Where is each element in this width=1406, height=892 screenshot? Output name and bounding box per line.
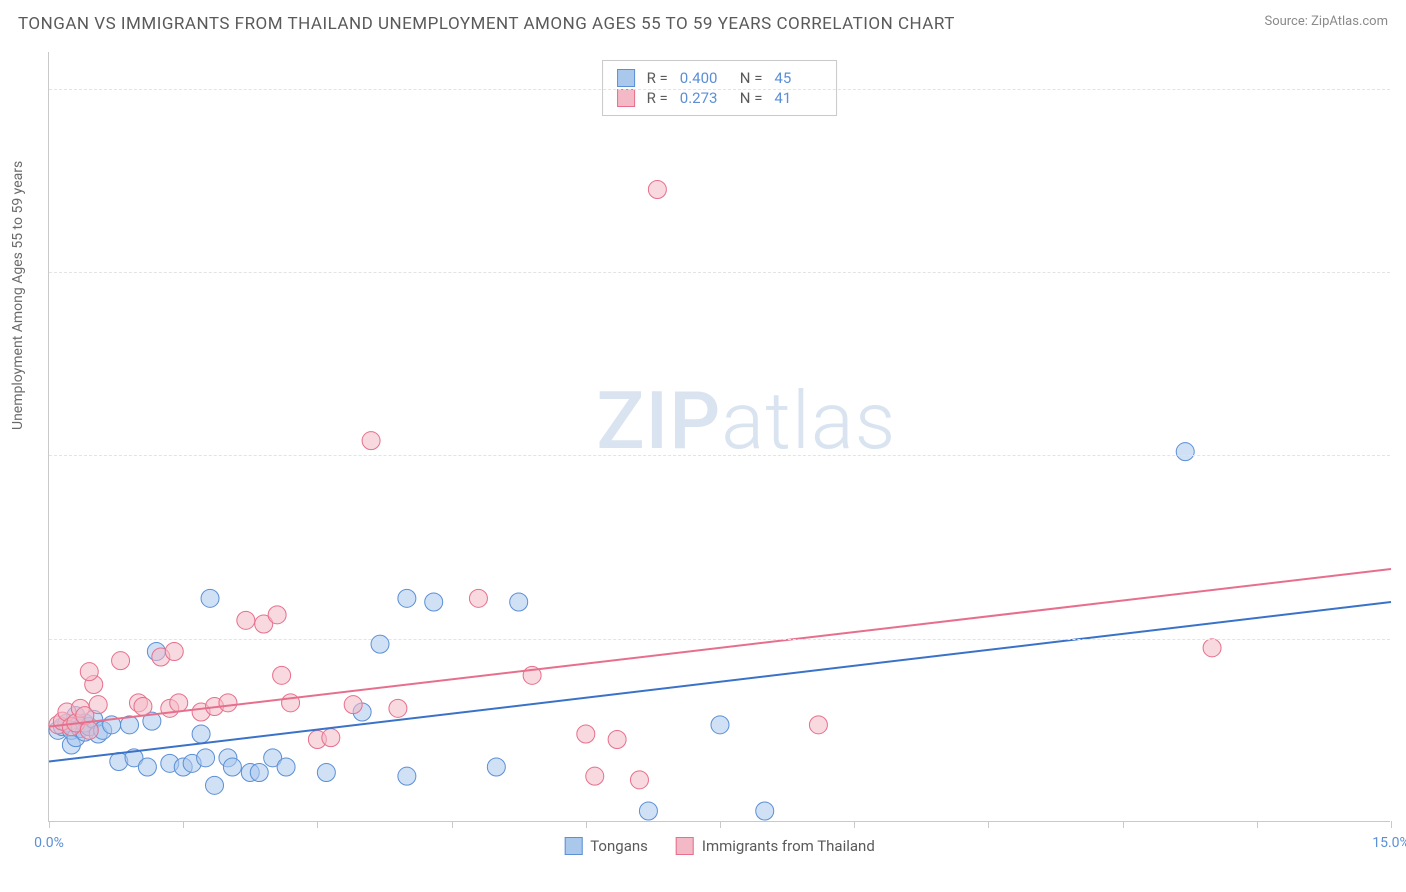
scatter-point	[206, 776, 224, 794]
chart-plot-area: ZIPatlas R = 0.400 N = 45 R = 0.273 N = …	[48, 52, 1390, 822]
trend-line	[49, 569, 1391, 727]
y-axis-label: Unemployment Among Ages 55 to 59 years	[10, 161, 26, 430]
scatter-point	[344, 696, 362, 714]
scatter-point	[201, 589, 219, 607]
scatter-point	[322, 729, 340, 747]
gridline	[49, 89, 1390, 90]
scatter-point	[170, 694, 188, 712]
scatter-point	[639, 802, 657, 820]
gridline	[49, 455, 1390, 456]
scatter-point	[197, 749, 215, 767]
xtick	[720, 821, 721, 828]
scatter-point	[809, 716, 827, 734]
xtick	[317, 821, 318, 828]
legend-swatch-icon	[564, 837, 582, 855]
xtick	[586, 821, 587, 828]
chart-title: TONGAN VS IMMIGRANTS FROM THAILAND UNEMP…	[18, 14, 955, 34]
legend-swatch-thailand	[617, 89, 635, 107]
scatter-point	[425, 593, 443, 611]
xtick	[1123, 821, 1124, 828]
scatter-point	[80, 663, 98, 681]
scatter-point	[165, 643, 183, 661]
legend-swatch-icon	[676, 837, 694, 855]
scatter-point	[487, 758, 505, 776]
scatter-point	[273, 666, 291, 684]
xtick-label: 15.0%	[1372, 835, 1406, 851]
scatter-point	[317, 764, 335, 782]
xtick-label: 0.0%	[34, 835, 64, 851]
xtick	[988, 821, 989, 828]
scatter-point	[138, 758, 156, 776]
legend-swatch-tongans	[617, 69, 635, 87]
scatter-point	[223, 758, 241, 776]
scatter-point	[398, 767, 416, 785]
scatter-point	[250, 764, 268, 782]
scatter-point	[134, 698, 152, 716]
chart-source: Source: ZipAtlas.com	[1264, 14, 1388, 29]
scatter-plot-svg	[49, 52, 1390, 821]
xtick	[183, 821, 184, 828]
chart-header: TONGAN VS IMMIGRANTS FROM THAILAND UNEMP…	[0, 0, 1406, 44]
scatter-point	[282, 694, 300, 712]
scatter-point	[362, 432, 380, 450]
legend-row-thailand: R = 0.273 N = 41	[617, 89, 823, 107]
scatter-point	[1203, 639, 1221, 657]
scatter-point	[398, 589, 416, 607]
legend-item-tongans: Tongans	[564, 837, 648, 855]
scatter-point	[711, 716, 729, 734]
legend-row-tongans: R = 0.400 N = 45	[617, 69, 823, 87]
series-legend: Tongans Immigrants from Thailand	[564, 837, 875, 855]
gridline	[49, 272, 1390, 273]
scatter-point	[577, 725, 595, 743]
scatter-point	[648, 181, 666, 199]
scatter-point	[1176, 443, 1194, 461]
scatter-point	[219, 694, 237, 712]
scatter-point	[630, 771, 648, 789]
scatter-point	[237, 611, 255, 629]
legend-item-thailand: Immigrants from Thailand	[676, 837, 875, 855]
scatter-point	[277, 758, 295, 776]
scatter-point	[608, 731, 626, 749]
xtick	[1391, 821, 1392, 828]
xtick	[49, 821, 50, 828]
xtick	[854, 821, 855, 828]
xtick	[452, 821, 453, 828]
scatter-point	[389, 699, 407, 717]
scatter-point	[510, 593, 528, 611]
scatter-point	[89, 696, 107, 714]
scatter-point	[112, 652, 130, 670]
xtick	[1257, 821, 1258, 828]
gridline	[49, 639, 1390, 640]
scatter-point	[268, 606, 286, 624]
scatter-point	[80, 721, 98, 739]
scatter-point	[469, 589, 487, 607]
scatter-point	[756, 802, 774, 820]
scatter-point	[192, 725, 210, 743]
scatter-point	[586, 767, 604, 785]
